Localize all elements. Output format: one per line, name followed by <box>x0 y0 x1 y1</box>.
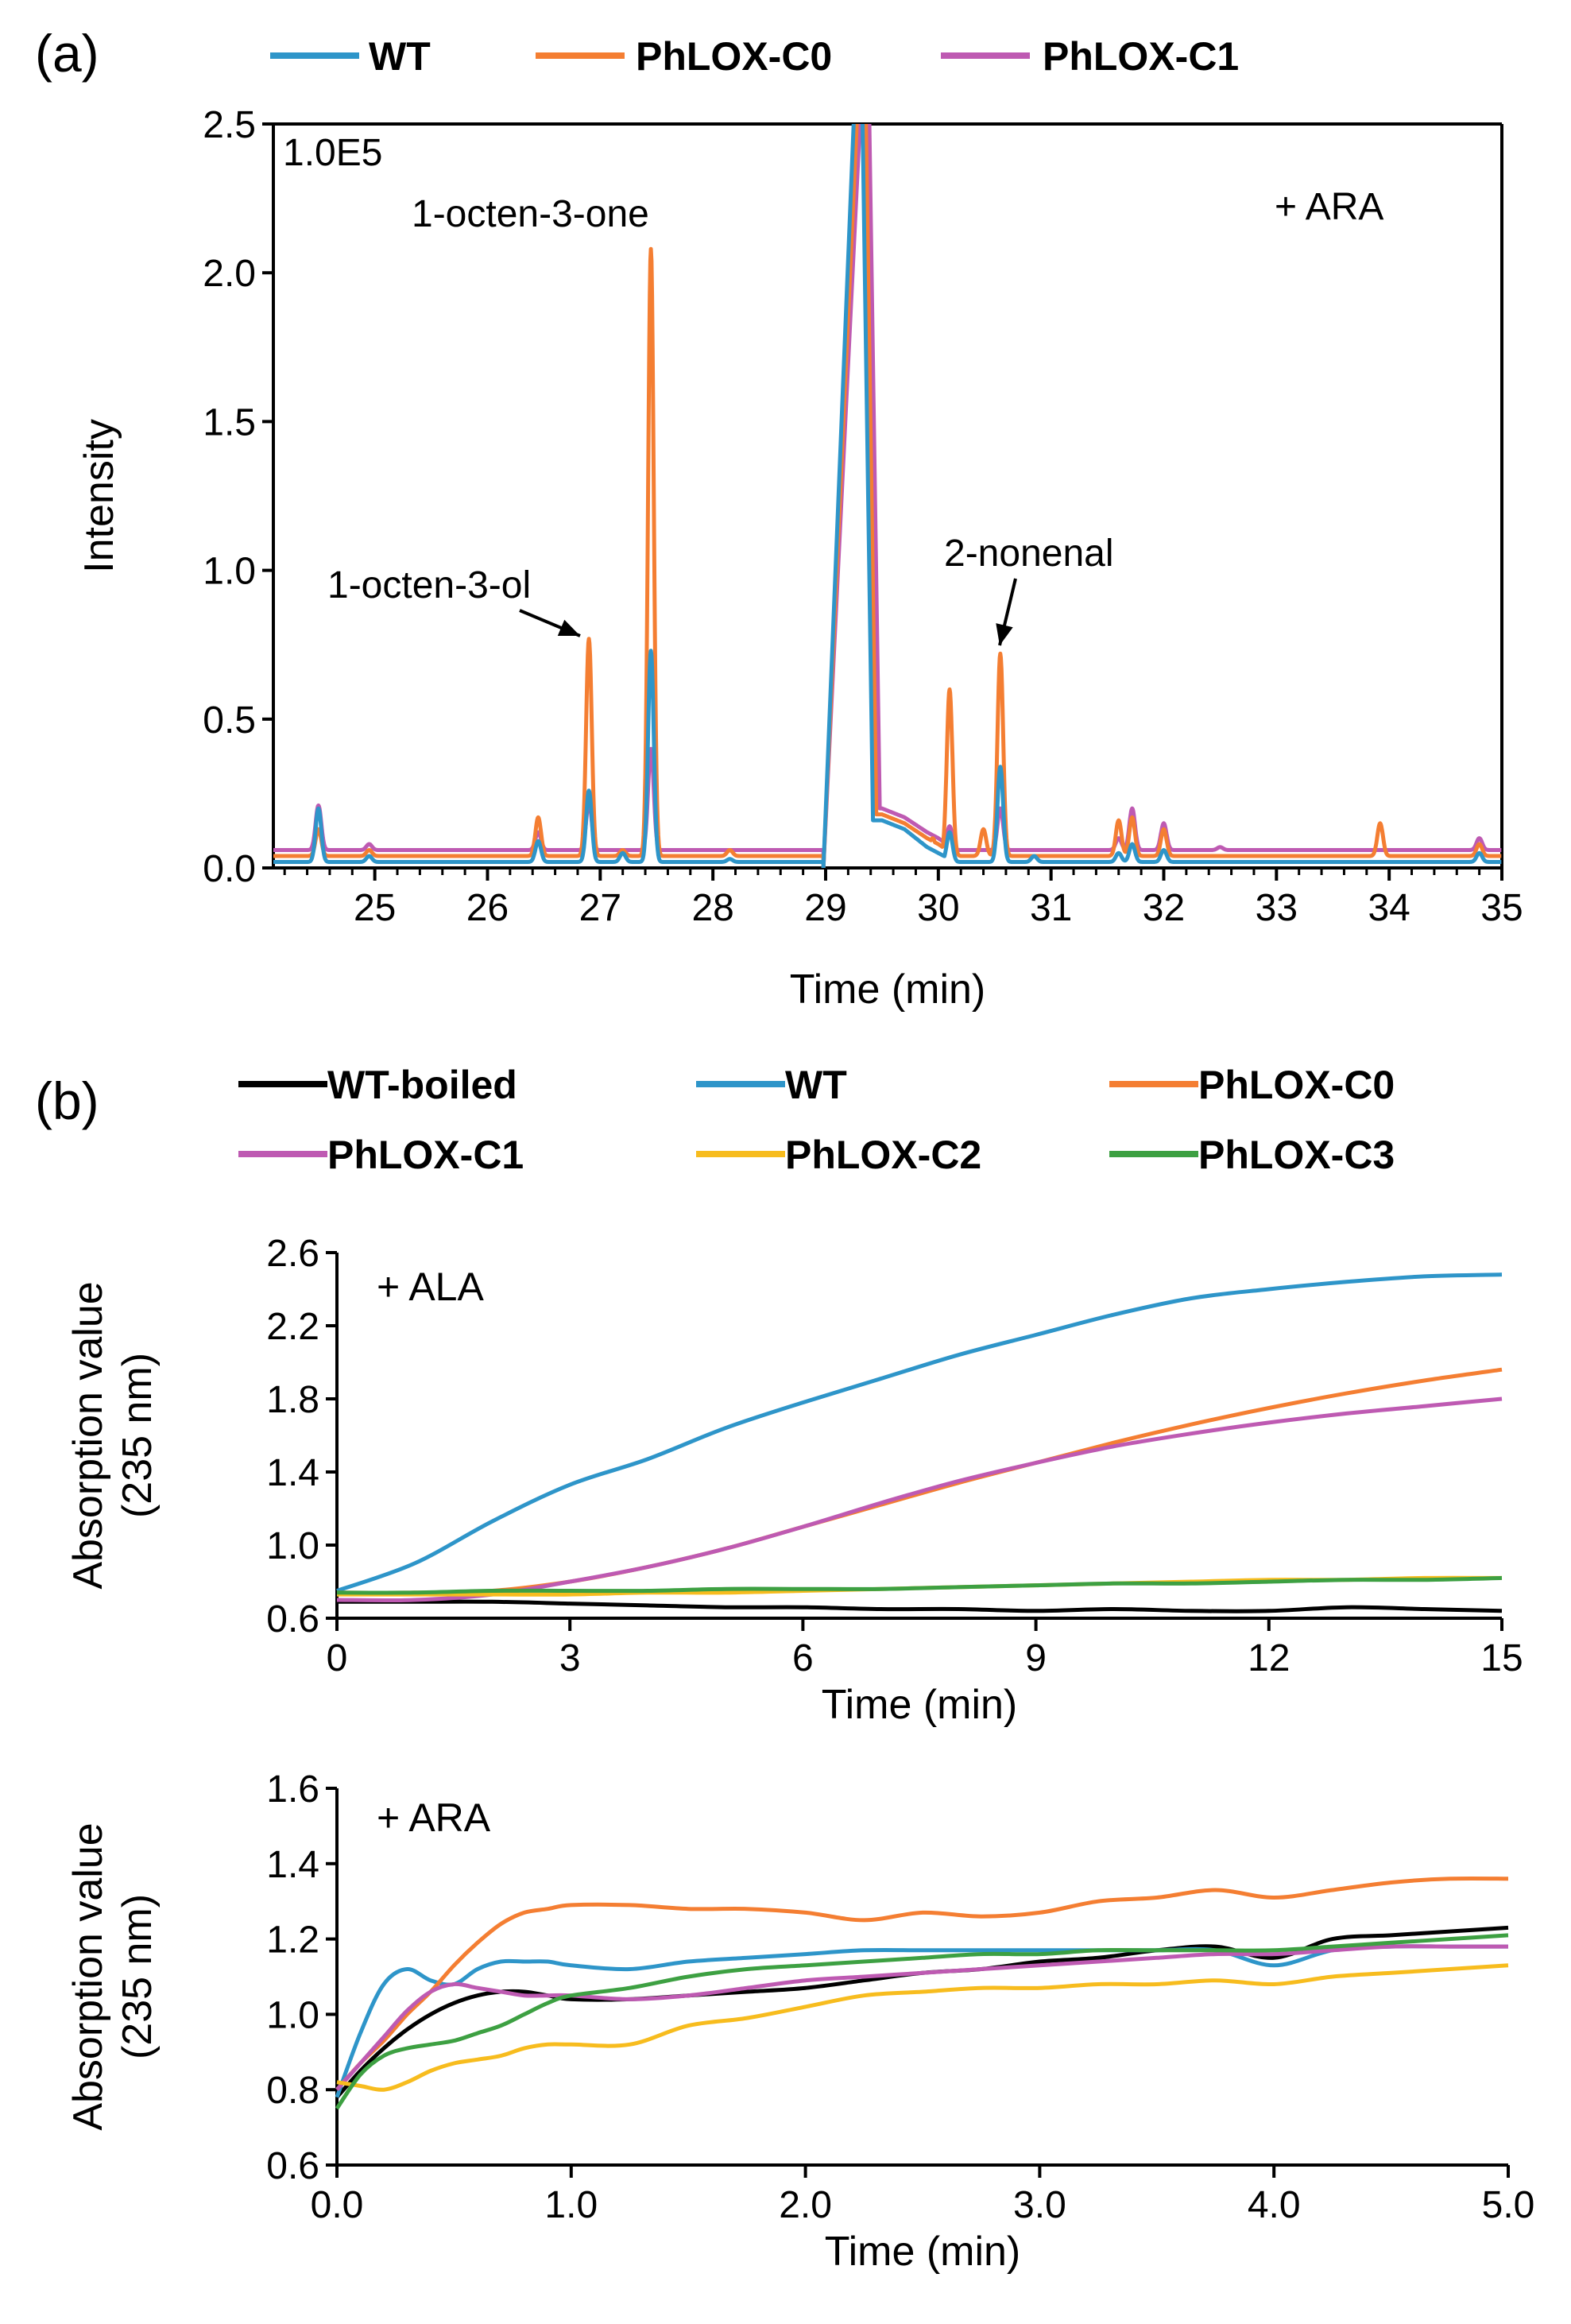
y-tick-label: 1.0 <box>266 1994 319 2036</box>
annotation-2-nonenal: 2-nonenal <box>944 533 1114 575</box>
x-tick-label: 35 <box>1480 887 1523 929</box>
y-tick-label: 1.0 <box>203 551 256 593</box>
series-line-wt-boiled <box>335 1925 1509 2099</box>
x-tick-label: 5.0 <box>1482 2184 1535 2226</box>
legend-b: WT-boiled WT PhLOX-C0 PhLOX-C1 PhLOX-C2 PhLOX… <box>238 1063 1395 1177</box>
series-line-phlox-c1 <box>335 1944 1508 2091</box>
y-tick-label: 1.6 <box>266 1768 319 1811</box>
chart-a-chromatogram: 0.0 0.5 1.0 1.5 2.0 2.5 25 26 27 28 29 30 31 32 33 34 35… <box>76 34 1523 1013</box>
x-tick-label: 3 <box>559 1637 581 1679</box>
series-line-phlox-c1 <box>273 124 1502 868</box>
y-tick-label: 0.0 <box>203 848 256 890</box>
series-line-phlox-c0 <box>336 1367 1503 1595</box>
legend-b-label-wt: WT <box>785 1063 847 1107</box>
y-tick-label: 1.4 <box>266 1452 319 1494</box>
y-tick-label: 2.5 <box>203 104 256 146</box>
condition-label: + ARA <box>377 1795 491 1840</box>
arrow-2-nonenal-head <box>996 623 1013 645</box>
series-line-wt <box>336 1272 1503 1593</box>
y-tick-label: 1.8 <box>266 1379 319 1421</box>
y-tick-label: 2.0 <box>203 253 256 295</box>
y-tick-label: 2.6 <box>266 1233 319 1275</box>
annotation-1-octen-3-ol: 1-octen-3-ol <box>327 564 531 606</box>
x-tick-label: 1.0 <box>544 2184 598 2226</box>
y-tick-label: 1.5 <box>203 401 256 443</box>
y-tick-label: 0.8 <box>266 2070 319 2112</box>
x-tick-label: 9 <box>1025 1637 1047 1679</box>
series-line-wt <box>273 124 1502 868</box>
x-tick-label: 32 <box>1143 887 1185 929</box>
arrow-1-octen-3-ol-head <box>557 619 580 637</box>
series-line-phlox-c0 <box>335 1876 1509 2091</box>
x-tick-label: 33 <box>1256 887 1298 929</box>
x-tick-label: 15 <box>1480 1637 1523 1679</box>
x-tick-label: 31 <box>1030 887 1072 929</box>
y-axis-label: Intensity <box>76 419 122 573</box>
x-tick-label: 3.0 <box>1013 2184 1066 2226</box>
chart-b-ala-absorption: 0.6 1.0 1.4 1.8 2.2 2.6 0 3 6 9 12 15 Absorption val… <box>65 1233 1523 1728</box>
chart-b-ara-absorption: 0.6 0.8 1.0 1.2 1.4 1.6 0.0 1.0 2.0 3.0 4.0 5.0 Abso… <box>65 1768 1534 2275</box>
legend-a-label-wt: WT <box>369 34 431 79</box>
x-tick-label: 29 <box>804 887 846 929</box>
y-tick-label: 2.2 <box>266 1306 319 1348</box>
y-axis-label-line-1: Absorption value <box>65 1822 111 2130</box>
x-axis-label: Time (min) <box>790 966 986 1013</box>
legend-b-label-phlox-c2: PhLOX-C2 <box>785 1133 981 1177</box>
condition-label: + ALA <box>377 1265 484 1309</box>
y-tick-label: 1.0 <box>266 1525 319 1567</box>
x-tick-label: 34 <box>1368 887 1410 929</box>
series-line-wt-boiled <box>337 1599 1503 1613</box>
legend-a-label-phlox-c1: PhLOX-C1 <box>1043 34 1239 79</box>
y-tick-label: 1.2 <box>266 1919 319 1962</box>
y-axis-label-line-2: (235 nm) <box>114 1353 161 1518</box>
panel-label-a: (a) <box>35 24 99 83</box>
panel-label-b: (b) <box>35 1071 99 1130</box>
x-tick-label: 25 <box>354 887 396 929</box>
series-line-phlox-c3 <box>335 1933 1509 2110</box>
series-line-phlox-c1 <box>336 1396 1503 1603</box>
legend-a-label-phlox-c0: PhLOX-C0 <box>636 34 832 79</box>
x-tick-label: 6 <box>792 1637 814 1679</box>
legend-b-label-phlox-c3: PhLOX-C3 <box>1198 1133 1395 1177</box>
y-tick-label: 1.4 <box>266 1844 319 1886</box>
y-axis-label-line-1: Absorption value <box>65 1281 111 1589</box>
x-tick-label: 12 <box>1248 1637 1290 1679</box>
x-tick-label: 27 <box>579 887 621 929</box>
x-tick-label: 2.0 <box>779 2184 832 2226</box>
x-tick-label: 0 <box>327 1637 348 1679</box>
y-tick-label: 0.5 <box>203 699 256 742</box>
y-tick-label: 0.6 <box>266 2145 319 2187</box>
annotation-1-octen-3-one: 1-octen-3-one <box>412 193 649 235</box>
x-tick-label: 30 <box>917 887 959 929</box>
x-axis-label: Time (min) <box>825 2229 1021 2275</box>
x-tick-label: 26 <box>466 887 509 929</box>
series-line-phlox-c2 <box>336 1963 1509 2092</box>
legend-b-label-wt-boiled: WT-boiled <box>327 1063 517 1107</box>
legend-b-label-phlox-c1: PhLOX-C1 <box>327 1133 524 1177</box>
x-tick-label: 28 <box>691 887 733 929</box>
y-tick-label: 0.6 <box>266 1598 319 1640</box>
scale-label: 1.0E5 <box>283 132 382 174</box>
legend-b-label-phlox-c0: PhLOX-C0 <box>1198 1063 1395 1107</box>
x-axis-label: Time (min) <box>822 1682 1018 1728</box>
x-tick-label: 0.0 <box>311 2184 364 2226</box>
y-axis-label-line-2: (235 nm) <box>114 1894 161 2059</box>
x-tick-label: 4.0 <box>1248 2184 1301 2226</box>
series-line-phlox-c0 <box>273 124 1502 868</box>
series-line-phlox-c3 <box>336 1575 1503 1595</box>
condition-label: + ARA <box>1275 186 1383 228</box>
plot-area <box>273 124 1502 868</box>
